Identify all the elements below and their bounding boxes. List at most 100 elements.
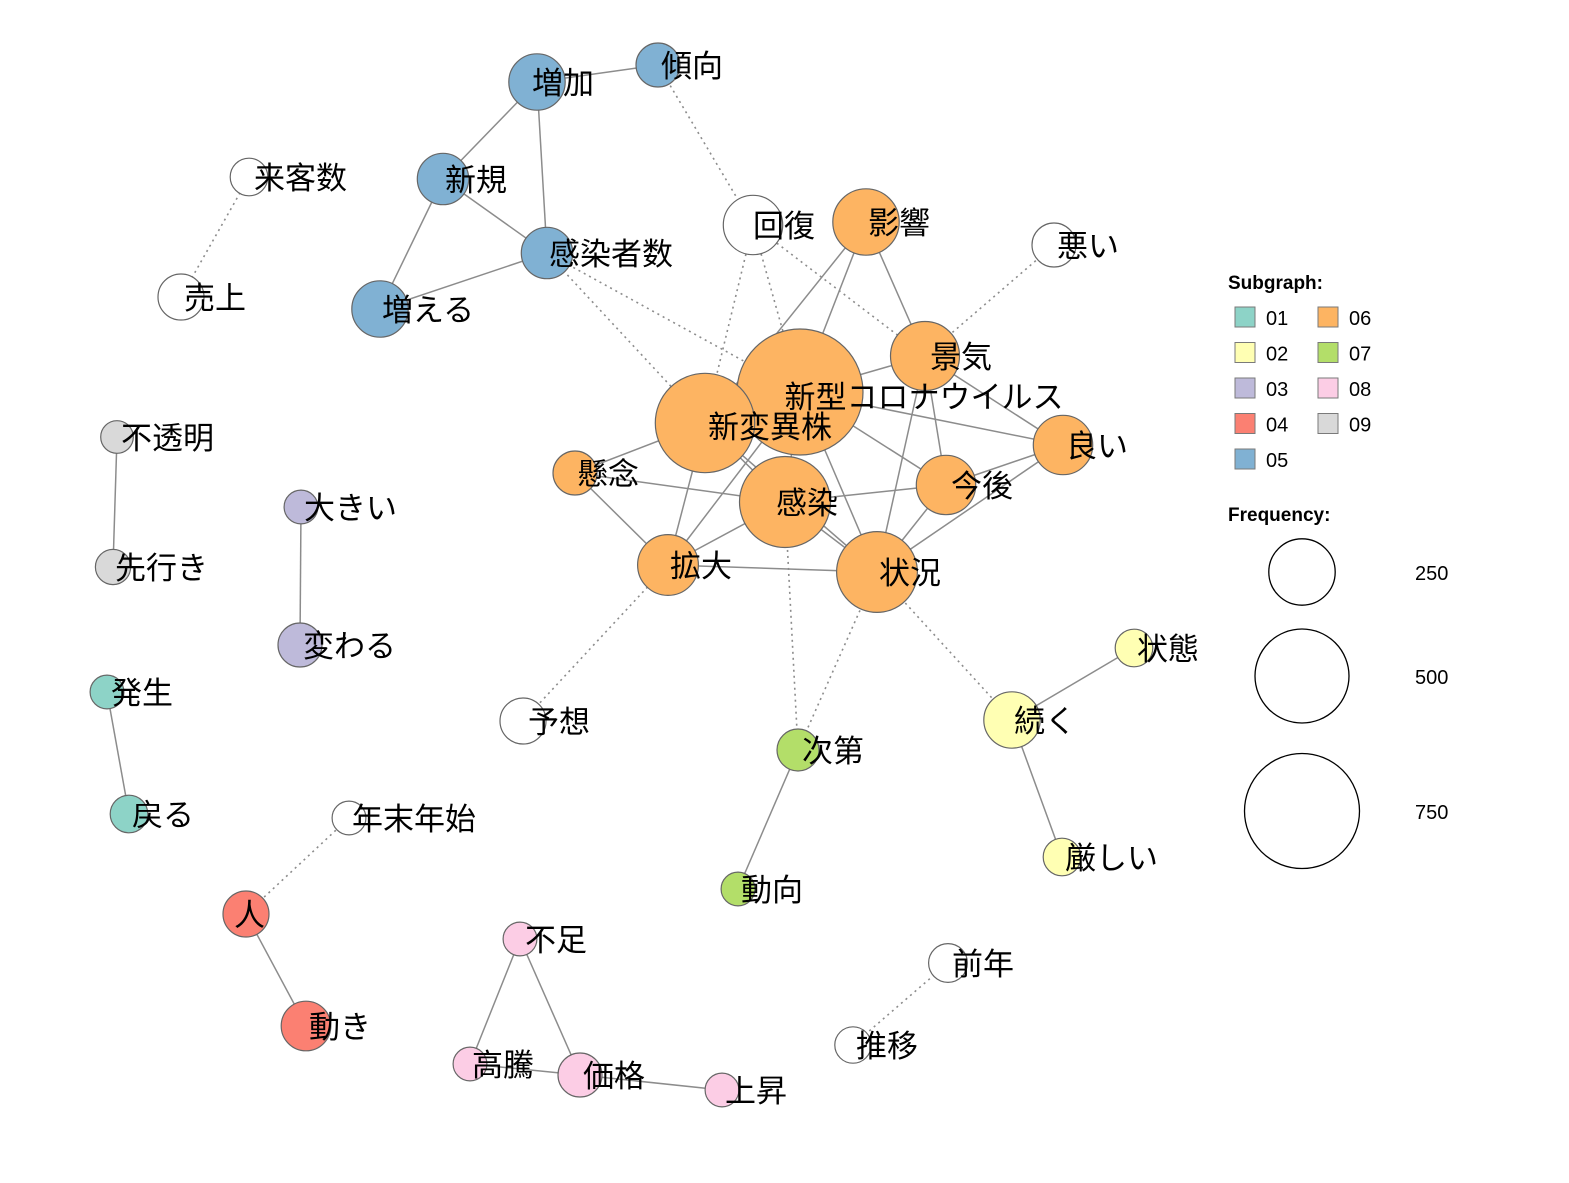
legend-swatch-09: [1317, 413, 1339, 434]
legend-frequency-label-750: 750: [1415, 802, 1448, 824]
legend-swatch-05: [1234, 448, 1256, 470]
edge-keikou-kaifuku: [657, 64, 754, 226]
node-keikou: [635, 42, 681, 88]
edge-kakudai-yosou: [522, 564, 669, 722]
node-ookii: [283, 489, 319, 525]
node-label-nenmatsu: 年末年始: [352, 802, 476, 838]
node-kakudai: [636, 533, 699, 596]
edge-joukyou-shidai: [797, 571, 878, 751]
node-label-keiki: 景気: [930, 340, 992, 376]
legend-swatch-08: [1317, 377, 1339, 399]
node-joushou: [704, 1072, 740, 1108]
legend-swatch-01: [1234, 306, 1256, 328]
node-label-joukyou: 状況: [879, 556, 941, 592]
node-warui: [1031, 222, 1077, 268]
node-nenmatsu: [331, 800, 367, 836]
node-joukyou: [835, 530, 918, 613]
edge-fusoku-koutou: [469, 938, 521, 1065]
node-label-koutou: 高騰: [472, 1048, 534, 1084]
node-label-fusoku: 不足: [525, 923, 587, 959]
node-label-uriage: 売上: [184, 281, 246, 317]
node-hito: [222, 890, 270, 938]
legend-frequency-label-250: 250: [1415, 563, 1448, 585]
legend-swatch-label-05: 05: [1266, 450, 1288, 472]
node-modoru: [109, 794, 149, 834]
legend-swatch-label-04: 04: [1266, 415, 1288, 437]
node-yosou: [499, 697, 547, 745]
node-label-futoumei: 不透明: [121, 421, 214, 457]
node-kawaru: [277, 622, 323, 668]
legend-frequency-circle-500: [1254, 628, 1350, 724]
node-hassei: [89, 674, 125, 710]
node-label-ugoki: 動き: [309, 1010, 371, 1046]
node-suii: [834, 1026, 872, 1064]
legend-swatch-label-09: 09: [1349, 415, 1371, 437]
node-kenen: [552, 450, 598, 496]
node-label-joushou: 上昇: [725, 1074, 787, 1110]
node-keiki: [889, 320, 961, 392]
node-koutou: [452, 1046, 488, 1082]
legend-swatch-04: [1234, 413, 1256, 434]
node-label-kakudai: 拡大: [670, 549, 732, 585]
edge-hassei-modoru: [106, 691, 130, 815]
legend-frequency-title: Frequency:: [1228, 505, 1330, 526]
node-label-kongo: 今後: [951, 469, 1013, 505]
node-label-shingata: 新型コロナウイルス: [785, 380, 1064, 416]
node-label-kawaru: 変わる: [303, 629, 396, 665]
edge-ookii-kawaru: [299, 506, 302, 646]
node-label-modoru: 戻る: [132, 798, 194, 834]
node-label-raikyakusuu: 来客数: [254, 161, 347, 197]
legend-frequency-circle-250: [1268, 538, 1336, 606]
node-kansenshasuu: [520, 226, 574, 280]
edges-layer: [106, 64, 1135, 1091]
edge-futoumei-sakiyuki: [112, 436, 118, 568]
node-joutai: [1114, 628, 1154, 668]
legend-swatch-02: [1234, 342, 1256, 363]
node-label-kenen: 懸念: [577, 457, 639, 493]
node-label-ookii: 大きい: [304, 491, 397, 527]
node-yoi: [1032, 414, 1094, 476]
node-label-fueru: 増える: [382, 293, 474, 329]
node-shinki: [416, 152, 470, 206]
node-label-kaifuku: 回復: [753, 209, 815, 245]
legend-swatch-03: [1234, 377, 1256, 399]
legend-swatch-label-06: 06: [1349, 308, 1371, 330]
node-kibishii: [1042, 837, 1082, 877]
node-ugoki: [280, 1000, 332, 1052]
legend-frequency-circle-750: [1243, 752, 1361, 870]
edge-kakaku-joushou: [579, 1074, 723, 1091]
legend-swatch-label-08: 08: [1349, 379, 1371, 401]
node-label-shinki: 新規: [445, 163, 507, 199]
node-label-eikyou: 影響: [868, 206, 930, 242]
node-kaifuku: [722, 194, 784, 256]
legend-swatch-07: [1317, 342, 1339, 363]
node-label-kibishii: 厳しい: [1065, 841, 1158, 877]
legend-swatch-06: [1317, 306, 1339, 328]
node-label-sakiyuki: 先行き: [115, 551, 208, 587]
edge-warui-keiki: [924, 244, 1055, 357]
legend-swatch-label-02: 02: [1266, 344, 1288, 366]
node-kakaku: [557, 1052, 603, 1098]
edge-fueru-kansenshasuu: [379, 252, 548, 310]
legend-subgraph-title: Subgraph:: [1228, 273, 1323, 294]
legend-frequency-label-500: 500: [1415, 667, 1448, 689]
legend-subgraph-items: 01 06 02 07 03 08 04 09 05: [1234, 306, 1371, 472]
edge-shidai-doukou: [737, 749, 799, 890]
node-futoumei: [100, 420, 134, 454]
node-label-hito: 人: [234, 898, 265, 934]
node-shinhenisyu: [654, 372, 756, 474]
node-label-yoi: 良い: [1066, 429, 1128, 465]
node-raikyakusuu: [229, 157, 269, 197]
node-label-shinhenisyu: 新変異株: [708, 410, 832, 446]
legend-swatch-label-07: 07: [1349, 344, 1371, 366]
node-fueru: [351, 280, 409, 338]
legend-swatch-label-01: 01: [1266, 308, 1288, 330]
node-label-kansenshasuu: 感染者数: [549, 237, 673, 273]
node-uriage: [157, 273, 205, 321]
node-label-warui: 悪い: [1057, 229, 1119, 265]
node-label-keikou: 傾向: [661, 49, 723, 85]
